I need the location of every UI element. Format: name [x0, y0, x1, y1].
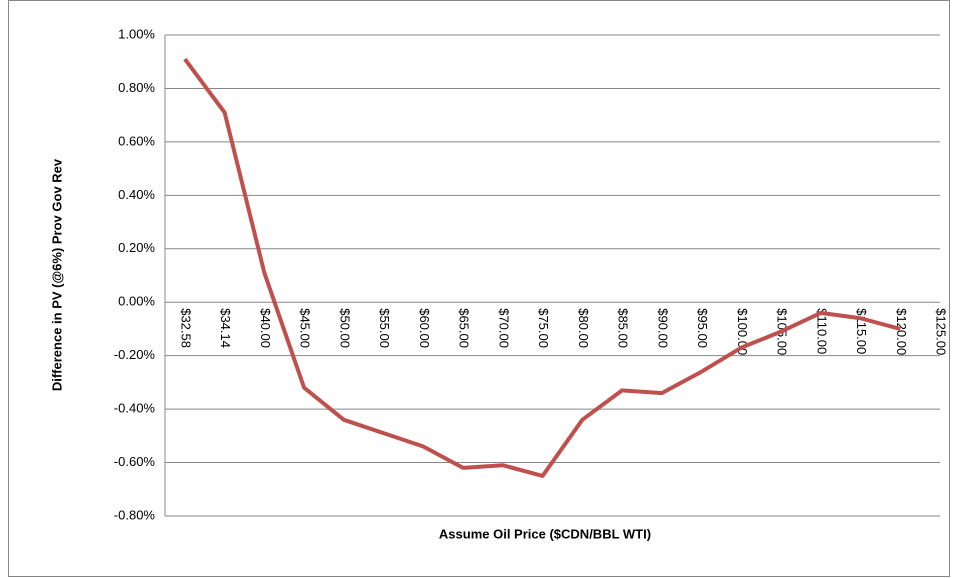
x-tick-label: $60.00	[417, 308, 432, 348]
x-tick-label: $90.00	[655, 308, 670, 348]
y-tick-label: -0.60%	[114, 454, 156, 469]
x-tick-label: $45.00	[298, 308, 313, 348]
x-tick-label: $50.00	[337, 308, 352, 348]
x-tick-label: $34.14	[218, 308, 233, 348]
y-tick-label: 0.80%	[118, 80, 155, 95]
x-tick-label: $100.00	[735, 308, 750, 355]
x-tick-label: $40.00	[258, 308, 273, 348]
y-tick-label: 0.40%	[118, 187, 155, 202]
y-tick-label: 0.20%	[118, 240, 155, 255]
x-tick-label: $65.00	[457, 308, 472, 348]
x-tick-label: $85.00	[616, 308, 631, 348]
data-line	[183, 57, 901, 478]
y-tick-label: -0.80%	[114, 507, 156, 522]
x-tick-label: $55.00	[377, 308, 392, 348]
x-tick-label: $75.00	[536, 308, 551, 348]
x-tick-label: $125.00	[934, 308, 949, 355]
x-tick-label: $120.00	[894, 308, 909, 355]
x-tick-label: $32.58	[178, 308, 193, 348]
x-tick-label: $110.00	[814, 308, 829, 354]
y-tick-label: -0.20%	[114, 347, 156, 362]
x-axis-title: Assume Oil Price ($CDN/BBL WTI)	[439, 526, 651, 541]
x-tick-label: $70.00	[496, 308, 511, 348]
y-axis-title: Difference in PV (@6%) Prov Gov Rev	[49, 158, 64, 391]
y-tick-label: 1.00%	[118, 26, 155, 41]
y-tick-label: -0.40%	[114, 401, 156, 416]
x-tick-label: $80.00	[576, 308, 591, 348]
y-tick-label: 0.00%	[118, 294, 155, 309]
x-tick-label: $95.00	[695, 308, 710, 348]
y-tick-label: 0.60%	[118, 133, 155, 148]
x-tick-label: $115.00	[854, 308, 869, 354]
